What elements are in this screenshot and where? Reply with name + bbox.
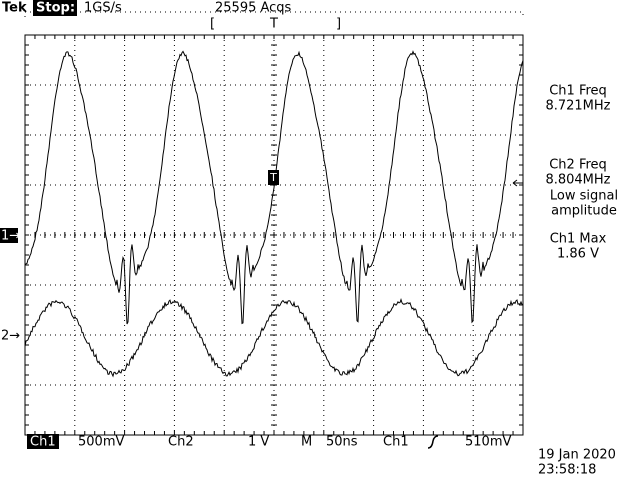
ch1: Ch1: [30, 435, 56, 450]
trigger-marker-box: [268, 170, 279, 185]
meas-value: 1.86 V: [557, 247, 599, 262]
time: 23:58:18: [538, 463, 596, 478]
status: Stop:: [36, 1, 75, 16]
meas-label: Ch2 Freq: [549, 158, 607, 173]
meas-label: Ch1 Freq: [549, 84, 607, 99]
ch2-marker: 2→: [1, 329, 20, 344]
trigger-position: T: [269, 17, 278, 32]
ch2-scale: 1 V: [248, 435, 269, 450]
sample-rate: 1GS/s: [84, 1, 122, 16]
meas-value: 8.721MHz: [545, 99, 610, 114]
meas-note: Low signal: [550, 189, 618, 204]
ch1-marker-box: [0, 228, 18, 243]
waveforms: [24, 50, 524, 378]
graticule: [24, 34, 524, 436]
ch1-scale: 500mV: [78, 435, 124, 450]
ch2-trace: [24, 297, 524, 378]
record-bar: [24, 11, 524, 17]
meas-value: 8.804MHz: [545, 173, 610, 188]
ch1-box: [27, 434, 59, 449]
ch1-trace: [24, 50, 524, 325]
meas-note: amplitude: [551, 204, 617, 219]
trigger-source: Ch1: [383, 435, 409, 450]
timebase: 50ns: [326, 435, 358, 450]
trigger-level: 510mV: [465, 435, 511, 450]
bracket-right: ]: [336, 17, 341, 32]
acquisitions: 25595 Acqs: [215, 1, 292, 16]
brand: Tek: [2, 1, 27, 16]
trigger-slope: [427, 435, 439, 449]
ch1-marker: 1→: [1, 229, 20, 244]
ch2: Ch2: [168, 435, 194, 450]
meas-label: Ch1 Max: [550, 232, 607, 247]
timebase-label: M: [301, 435, 312, 450]
trigger-marker: T: [269, 171, 277, 184]
date: 19 Jan 2020: [538, 448, 616, 463]
bracket-left: [: [210, 17, 215, 32]
trigger-level-arrow: [512, 179, 523, 187]
